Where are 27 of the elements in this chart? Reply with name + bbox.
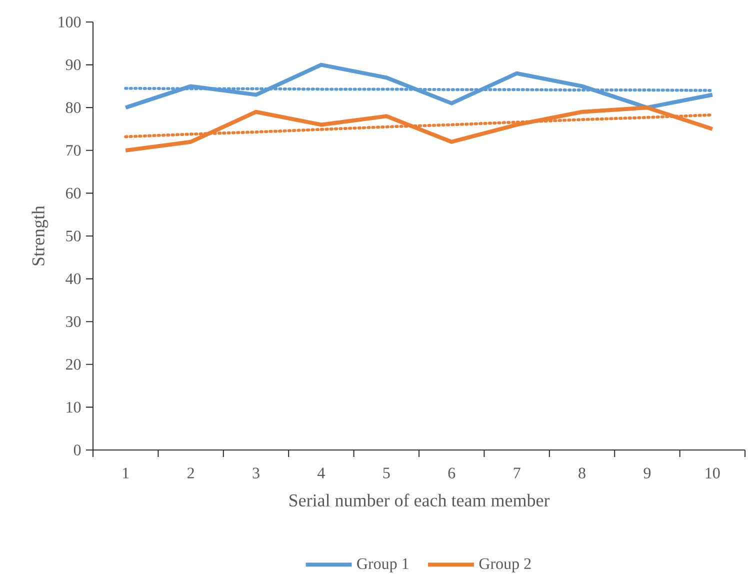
y-tick-label: 10 [66,402,81,413]
y-tick-label: 20 [66,358,81,370]
y-tick-label: 80 [66,102,81,113]
legend-label: Group 2 [479,558,531,572]
y-axis-title: Strength [32,206,48,266]
y-tick-label: 100 [58,16,81,28]
y-tick-label: 0 [74,444,81,456]
x-tick-label: 7 [514,468,520,478]
x-axis-title: Serial number of each team member [290,494,550,507]
line-series [124,62,714,110]
line-series [124,106,714,152]
x-tick-label: 3 [252,468,260,478]
y-tick-label: 70 [66,144,81,156]
y-tick-label: 30 [66,316,81,327]
x-tick-label: 9 [644,468,651,478]
x-tick-label: 5 [383,468,390,478]
x-tick-label: 2 [188,468,194,478]
y-tick-label: 60 [66,188,81,199]
y-tick-label: 50 [66,230,81,242]
y-tick-label: 40 [66,273,81,284]
x-tick-label: 1 [123,468,129,478]
x-tick-label: 4 [318,468,325,478]
legend-label: Group 1 [357,558,408,572]
x-tick-label: 10 [706,468,720,478]
y-tick-label: 90 [66,59,81,70]
x-tick-label: 8 [578,468,586,478]
x-tick-label: 6 [448,468,456,478]
